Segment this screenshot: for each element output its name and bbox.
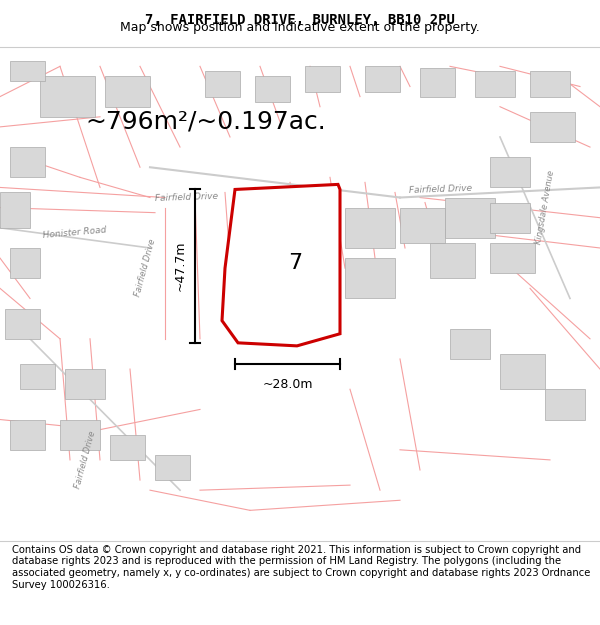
- Bar: [20, 364, 55, 389]
- Text: 7, FAIRFIELD DRIVE, BURNLEY, BB10 2PU: 7, FAIRFIELD DRIVE, BURNLEY, BB10 2PU: [145, 13, 455, 27]
- Text: Fairfield Drive: Fairfield Drive: [155, 192, 218, 203]
- Bar: [545, 389, 585, 419]
- Bar: [10, 147, 45, 178]
- Bar: [475, 71, 515, 97]
- Bar: [430, 243, 475, 278]
- Bar: [255, 76, 290, 102]
- Text: Kingsdale Avenue: Kingsdale Avenue: [534, 170, 556, 246]
- Bar: [490, 243, 535, 273]
- Bar: [65, 369, 105, 399]
- Bar: [5, 309, 40, 339]
- Text: ~28.0m: ~28.0m: [262, 378, 313, 391]
- Bar: [305, 66, 340, 92]
- Bar: [490, 157, 530, 188]
- Text: Fairfield Drive: Fairfield Drive: [133, 238, 157, 298]
- Bar: [60, 419, 100, 450]
- Bar: [530, 71, 570, 97]
- Text: Map shows position and indicative extent of the property.: Map shows position and indicative extent…: [120, 21, 480, 34]
- Bar: [420, 68, 455, 97]
- Bar: [345, 208, 395, 248]
- Bar: [365, 66, 400, 92]
- Bar: [110, 434, 145, 460]
- Bar: [205, 71, 240, 97]
- Bar: [155, 455, 190, 480]
- Bar: [530, 112, 575, 142]
- Text: 7: 7: [288, 253, 302, 273]
- Text: ~47.7m: ~47.7m: [174, 241, 187, 291]
- Text: Fairfield Drive: Fairfield Drive: [73, 430, 97, 489]
- Bar: [500, 354, 545, 389]
- Bar: [445, 198, 495, 238]
- Polygon shape: [222, 184, 340, 346]
- Bar: [10, 61, 45, 81]
- Bar: [490, 202, 530, 233]
- Text: Contains OS data © Crown copyright and database right 2021. This information is : Contains OS data © Crown copyright and d…: [12, 545, 590, 589]
- Bar: [345, 258, 395, 298]
- Bar: [0, 192, 30, 228]
- Bar: [400, 208, 445, 243]
- Bar: [105, 76, 150, 107]
- Bar: [40, 76, 95, 117]
- Bar: [450, 329, 490, 359]
- Bar: [10, 419, 45, 450]
- Text: Fairfield Drive: Fairfield Drive: [408, 184, 472, 195]
- Text: ~796m²/~0.197ac.: ~796m²/~0.197ac.: [85, 110, 326, 134]
- Bar: [10, 248, 40, 278]
- Text: Honister Road: Honister Road: [43, 226, 107, 240]
